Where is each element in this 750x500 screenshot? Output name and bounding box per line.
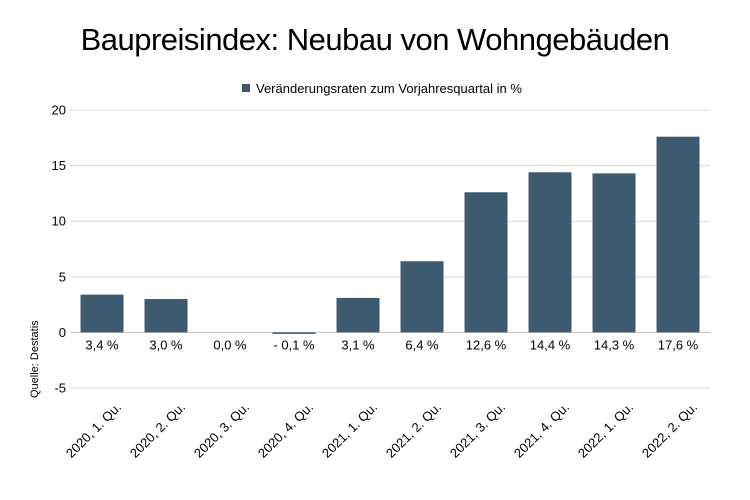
data-label: 12,6 % xyxy=(466,337,507,352)
chart-title: Baupreisindex: Neubau von Wohngebäuden xyxy=(80,22,670,57)
bar xyxy=(400,261,444,333)
data-labels: 3,4 % 3,0 % 0,0 % - 0,1 % 3,1 % 6,4 % 12,6 % 14… xyxy=(85,337,698,352)
x-axis-ticks: 2020, 1. Qu. 2020, 2. Qu. 2020, 3. Qu. 2020… xyxy=(63,400,700,461)
x-tick-label: 2021, 4. Qu. xyxy=(511,400,572,461)
legend: Veränderungsraten zum Vorjahresquartal i… xyxy=(242,81,522,96)
y-tick-label: 0 xyxy=(59,325,66,340)
y-tick-label: 10 xyxy=(52,214,66,229)
data-label: 3,4 % xyxy=(85,337,119,352)
data-label: 0,0 % xyxy=(213,337,247,352)
bar xyxy=(80,294,124,333)
x-tick-label: 2021, 2. Qu. xyxy=(383,400,444,461)
source-note: Quelle: Destatis xyxy=(29,320,41,398)
data-label: 6,4 % xyxy=(405,337,439,352)
data-label: 3,1 % xyxy=(341,337,375,352)
bar xyxy=(336,297,380,333)
legend-label: Veränderungsraten zum Vorjahresquartal i… xyxy=(256,81,522,96)
bars xyxy=(80,136,700,334)
x-tick-label: 2020, 3. Qu. xyxy=(191,400,252,461)
bar xyxy=(528,172,572,333)
bar xyxy=(464,192,508,333)
bar xyxy=(272,332,316,334)
x-tick-label: 2021, 1. Qu. xyxy=(319,400,380,461)
data-label: 14,4 % xyxy=(530,337,571,352)
data-label: 14,3 % xyxy=(594,337,635,352)
x-tick-label: 2022, 1. Qu. xyxy=(575,400,636,461)
x-tick-label: 2020, 4. Qu. xyxy=(255,400,316,461)
bar xyxy=(144,299,188,333)
y-tick-label: -5 xyxy=(54,381,66,396)
x-tick-label: 2020, 2. Qu. xyxy=(127,400,188,461)
x-tick-label: 2022, 2. Qu. xyxy=(639,400,700,461)
x-tick-label: 2020, 1. Qu. xyxy=(63,400,124,461)
data-label: 3,0 % xyxy=(149,337,183,352)
x-tick-label: 2021, 3. Qu. xyxy=(447,400,508,461)
data-label: 17,6 % xyxy=(658,337,699,352)
legend-swatch xyxy=(242,84,250,92)
bar xyxy=(656,136,700,333)
y-tick-label: 15 xyxy=(52,158,66,173)
data-label: - 0,1 % xyxy=(273,337,315,352)
y-tick-label: 20 xyxy=(52,103,66,118)
bar xyxy=(592,173,636,333)
y-tick-label: 5 xyxy=(59,269,66,284)
